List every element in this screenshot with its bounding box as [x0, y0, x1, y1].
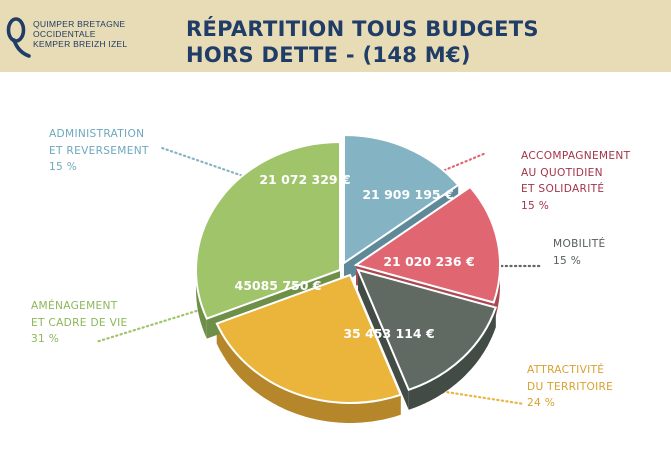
category-label-attractivite: ATTRACTIVITÉ DU TERRITOIRE 24 % [527, 362, 613, 412]
category-label-administration: ADMINISTRATION ET REVERSEMENT 15 % [49, 126, 149, 176]
title-line-1: RÉPARTITION TOUS BUDGETS [186, 17, 539, 41]
slice-value-label: 45085 750 € [235, 278, 322, 293]
pie-slice [195, 140, 341, 320]
category-percent: 15 % [49, 161, 78, 173]
pie-slice-side [196, 269, 207, 339]
brand-line: OCCIDENTALE [33, 29, 96, 40]
pie-slice-side [216, 323, 401, 423]
slice-value-label: 21 909 195 € [362, 187, 453, 202]
pie-slice [356, 268, 497, 392]
pie-slice-side [408, 307, 496, 410]
category-percent: 15 % [521, 199, 550, 212]
pie-slice [215, 273, 403, 404]
leader-line [438, 151, 488, 174]
brand-line: QUIMPER BRETAGNE [33, 19, 126, 29]
category-name: ET SOLIDARITÉ [521, 183, 605, 195]
category-name: MOBILITÉ [553, 238, 606, 250]
category-name: ATTRACTIVITÉ [527, 364, 605, 376]
category-name: ET REVERSEMENT [49, 144, 149, 157]
category-name: ADMINISTRATION [49, 128, 145, 140]
category-label-mobilite: MOBILITÉ 15 % [553, 236, 605, 269]
pie-slice-wall [358, 270, 409, 410]
title-line-2: HORS DETTE - (148 M€) [186, 43, 471, 67]
category-name: AU QUOTIDIEN [521, 166, 603, 179]
category-name: AMÉNAGEMENT [31, 300, 118, 312]
quimper-q-logo-icon [6, 17, 31, 58]
slice-value-label: 21 020 236 € [383, 254, 474, 269]
pie-slice [343, 133, 460, 265]
pie-slice [353, 185, 501, 304]
slice-value-label: 21 072 329 € [259, 172, 350, 187]
category-label-amenagement: AMÉNAGEMENT ET CADRE DE VIE 31 % [31, 298, 128, 348]
leader-line [160, 146, 248, 179]
category-name: DU TERRITOIRE [527, 380, 614, 393]
slice-value-label: 35 453 114 € [343, 326, 434, 341]
page-title: RÉPARTITION TOUS BUDGETS HORS DETTE - (1… [186, 16, 539, 68]
category-percent: 24 % [527, 397, 556, 409]
category-percent: 31 % [31, 333, 60, 345]
brand-name: QUIMPER BRETAGNE OCCIDENTALE KEMPER BREI… [33, 19, 127, 50]
category-name: ET CADRE DE VIE [31, 316, 128, 329]
header-banner: QUIMPER BRETAGNE OCCIDENTALE KEMPER BREI… [0, 0, 671, 72]
category-label-accompagnement: ACCOMPAGNEMENT AU QUOTIDIEN ET SOLIDARIT… [521, 148, 630, 214]
pie-chart: 21 072 329 € 21 909 195 € 21 020 236 € 35 4… [94, 133, 542, 423]
category-percent: 15 % [553, 254, 582, 267]
category-name: ACCOMPAGNEMENT [521, 150, 631, 162]
brand-line: KEMPER BREIZH IZEL [33, 39, 128, 50]
